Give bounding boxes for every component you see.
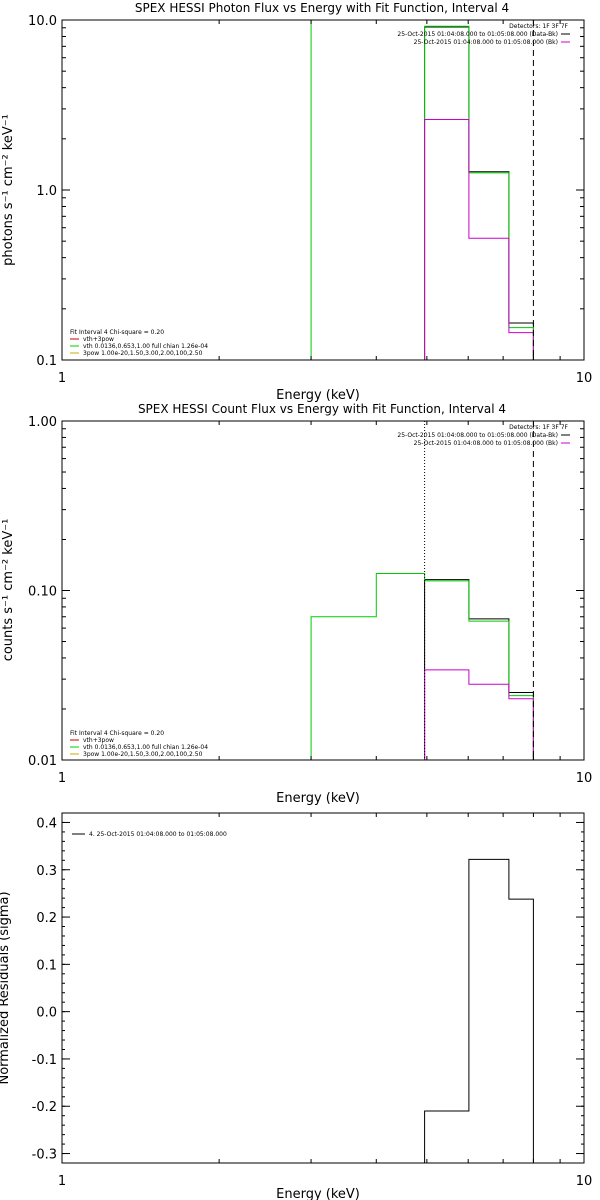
- residuals-xlabel: Energy (keV): [276, 1187, 360, 1200]
- photon-fit-model: vth+3pow: [83, 336, 114, 343]
- photon-flux-xlabel: Energy (keV): [276, 388, 360, 403]
- count-info-detectors: Detectors: 1F 3F 7F: [509, 424, 568, 431]
- photon-flux-info-right: Detectors: 1F 3F 7F 25-Oct-2015 01:04:08…: [397, 23, 570, 46]
- residual-ytick-label: 0.1: [36, 958, 57, 973]
- residuals-plot-frame: [61, 812, 585, 1164]
- residuals-panel: 1 10 -0.3 -0.2 -0.1 0.0 0.1 0.2 0.3 0.4 4. 25-Oct…: [0, 812, 593, 1200]
- residual-ytick-label: 0.4: [36, 816, 57, 831]
- photon-ytick-label: 10.0: [28, 14, 57, 29]
- count-ytick-label: 0.01: [28, 754, 57, 769]
- count-ytick-label: 1.00: [28, 415, 57, 430]
- photon-fit-interval: Fit Interval 4 Chi-square = 0.20: [70, 329, 164, 336]
- photon-info-data-bk: 25-Oct-2015 01:04:08.000 to 01:05:08.000…: [397, 31, 558, 38]
- count-flux-info-right: Detectors: 1F 3F 7F 25-Oct-2015 01:04:08…: [397, 424, 570, 447]
- count-flux-fit-legend: Fit Interval 4 Chi-square = 0.20 vth+3po…: [70, 730, 208, 758]
- count-xtick-label: 10: [576, 771, 593, 786]
- photon-flux-panel: SPEX HESSI Photon Flux vs Energy with Fi…: [1, 1, 592, 403]
- count-series-0-line: [424, 579, 534, 760]
- residual-ytick-label: 0.2: [36, 911, 57, 926]
- residual-xtick-label: 1: [58, 1174, 66, 1189]
- count-flux-title: SPEX HESSI Count Flux vs Energy with Fit…: [138, 402, 506, 416]
- residuals-legend-label: 4. 25-Oct-2015 01:04:08.000 to 01:05:08.…: [89, 831, 227, 838]
- photon-fit-3pow: 3pow 1.00e-20,1.50,3.00,2.00,100,2.50: [83, 350, 203, 357]
- count-fit-vth: vth 0.0136,0.653,1.00 full chian 1.26e-0…: [83, 744, 208, 751]
- residuals-legend: 4. 25-Oct-2015 01:04:08.000 to 01:05:08.…: [72, 831, 227, 838]
- residual-ytick-label: 0.0: [36, 1006, 57, 1021]
- photon-series-2-line: [424, 119, 534, 360]
- count-fit-model: vth+3pow: [83, 737, 114, 744]
- count-info-data-bk: 25-Oct-2015 01:04:08.000 to 01:05:08.000…: [397, 432, 558, 439]
- photon-ytick-label: 1.0: [36, 184, 57, 199]
- photon-flux-ylabel: photons s⁻¹ cm⁻² keV⁻¹: [1, 114, 16, 266]
- residual-series-0-line: [424, 858, 534, 1163]
- photon-series-0-line: [424, 26, 534, 360]
- photon-ytick-label: 0.1: [36, 354, 57, 369]
- residual-ytick-label: 0.3: [36, 864, 57, 879]
- count-xtick-label: 1: [58, 771, 66, 786]
- photon-xtick-label: 10: [576, 371, 593, 386]
- count-fit-interval: Fit Interval 4 Chi-square = 0.20: [70, 730, 164, 737]
- photon-flux-fit-legend: Fit Interval 4 Chi-square = 0.20 vth+3po…: [70, 329, 208, 357]
- photon-fit-vth: vth 0.0136,0.653,1.00 full chian 1.26e-0…: [83, 343, 208, 350]
- count-flux-xlabel: Energy (keV): [276, 791, 360, 806]
- count-flux-plot-frame: [61, 420, 585, 761]
- count-info-bk: 25-Oct-2015 01:04:08.000 to 01:05:08.000…: [414, 440, 558, 447]
- count-fit-3pow: 3pow 1.00e-20,1.50,3.00,2.00,100,2.50: [83, 751, 203, 758]
- photon-info-bk: 25-Oct-2015 01:04:08.000 to 01:05:08.000…: [414, 39, 558, 46]
- residuals-ylabel: Normalized Residuals (sigma): [0, 891, 12, 1084]
- photon-flux-plot-frame: [61, 19, 585, 361]
- count-series-2-line: [424, 669, 534, 760]
- photon-xtick-label: 1: [58, 371, 66, 386]
- photon-series-1-line: [424, 25, 534, 360]
- residual-ytick-label: -0.2: [32, 1100, 57, 1115]
- count-flux-ylabel: counts s⁻¹ cm⁻² keV⁻¹: [1, 519, 16, 662]
- residual-ytick-label: -0.1: [32, 1053, 57, 1068]
- photon-info-detectors: Detectors: 1F 3F 7F: [509, 23, 568, 30]
- count-series-1-line: [310, 573, 534, 760]
- photon-flux-title: SPEX HESSI Photon Flux vs Energy with Fi…: [135, 1, 509, 15]
- count-flux-panel: SPEX HESSI Count Flux vs Energy with Fit…: [1, 402, 592, 806]
- residual-xtick-label: 10: [576, 1174, 593, 1189]
- count-ytick-label: 0.10: [28, 585, 57, 600]
- residual-ytick-label: -0.3: [32, 1148, 57, 1163]
